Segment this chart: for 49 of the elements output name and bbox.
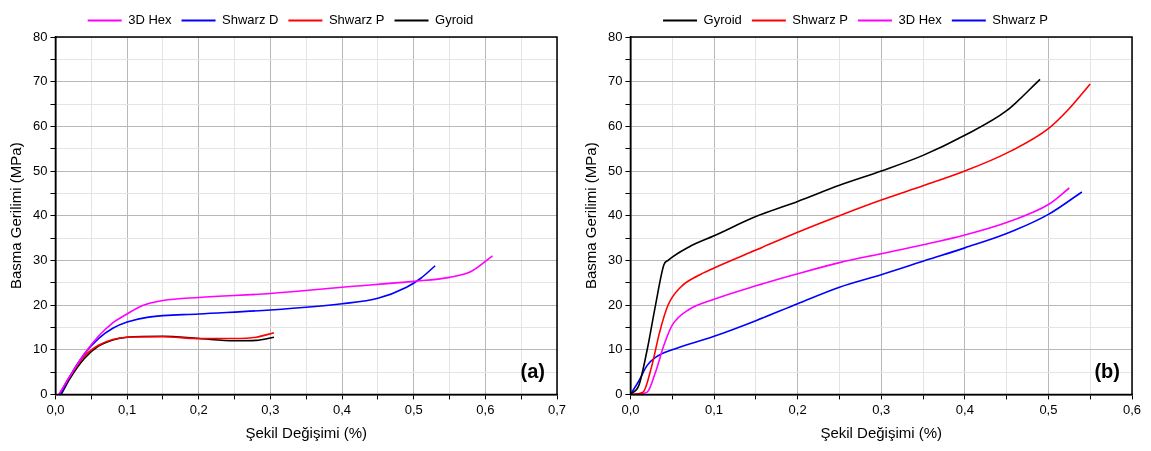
y-tick-label: 30 (32, 251, 48, 267)
x-tick-label: 0,5 (1039, 401, 1058, 417)
y-tick-label: 20 (32, 296, 48, 312)
x-axis-title: Şekil Değişimi (%) (245, 424, 368, 442)
x-tick-label: 0,1 (118, 401, 137, 417)
y-tick-label: 80 (32, 28, 48, 44)
y-tick-label: 0 (40, 385, 48, 401)
y-tick-label: 40 (32, 207, 48, 223)
y-tick-label: 20 (607, 296, 623, 312)
legend-label: Gyroid (703, 12, 742, 28)
annotation: (a) (520, 359, 545, 382)
legend-label: Shwarz P (328, 12, 385, 28)
y-tick-label: 40 (607, 207, 623, 223)
y-axis-title: Basma Gerilimi (MPa) (7, 142, 25, 290)
y-tick-label: 50 (32, 162, 48, 178)
x-tick-label: 0,6 (476, 401, 495, 417)
legend-label: Gyroid (435, 12, 474, 28)
x-tick-label: 0,2 (189, 401, 208, 417)
x-tick-label: 0,6 (1122, 401, 1142, 417)
x-tick-label: 0,7 (547, 401, 567, 417)
x-tick-label: 0,4 (955, 401, 974, 417)
x-tick-label: 0,3 (261, 401, 280, 417)
x-tick-label: 0,4 (333, 401, 352, 417)
x-axis-title: Şekil Değişimi (%) (820, 424, 943, 442)
x-tick-label: 0,5 (404, 401, 423, 417)
y-tick-label: 70 (32, 73, 48, 89)
annotation: (b) (1094, 359, 1120, 382)
y-tick-label: 10 (32, 341, 48, 357)
y-tick-label: 10 (607, 341, 623, 357)
y-tick-label: 80 (607, 28, 623, 44)
line-series (59, 264, 436, 395)
legend-label: 3D Hex (898, 12, 943, 28)
y-tick-label: 50 (607, 162, 623, 178)
legend-label: 3D Hex (128, 12, 173, 28)
x-tick-label: 0,0 (46, 401, 65, 417)
y-axis-title: Basma Gerilimi (MPa) (582, 142, 600, 290)
y-tick-label: 0 (615, 385, 623, 401)
y-tick-label: 60 (607, 117, 623, 133)
legend-label: Shwarz P (992, 12, 1048, 28)
y-tick-label: 70 (607, 73, 623, 89)
legend-label: Shwarz D (222, 12, 279, 28)
legend-label: Shwarz P (792, 12, 848, 28)
x-tick-label: 0,2 (788, 401, 807, 417)
x-tick-label: 0,1 (705, 401, 724, 417)
y-tick-label: 30 (607, 251, 623, 267)
line-series (58, 255, 494, 395)
x-tick-label: 0,3 (872, 401, 891, 417)
x-tick-label: 0,0 (621, 401, 640, 417)
y-tick-label: 60 (32, 117, 48, 133)
